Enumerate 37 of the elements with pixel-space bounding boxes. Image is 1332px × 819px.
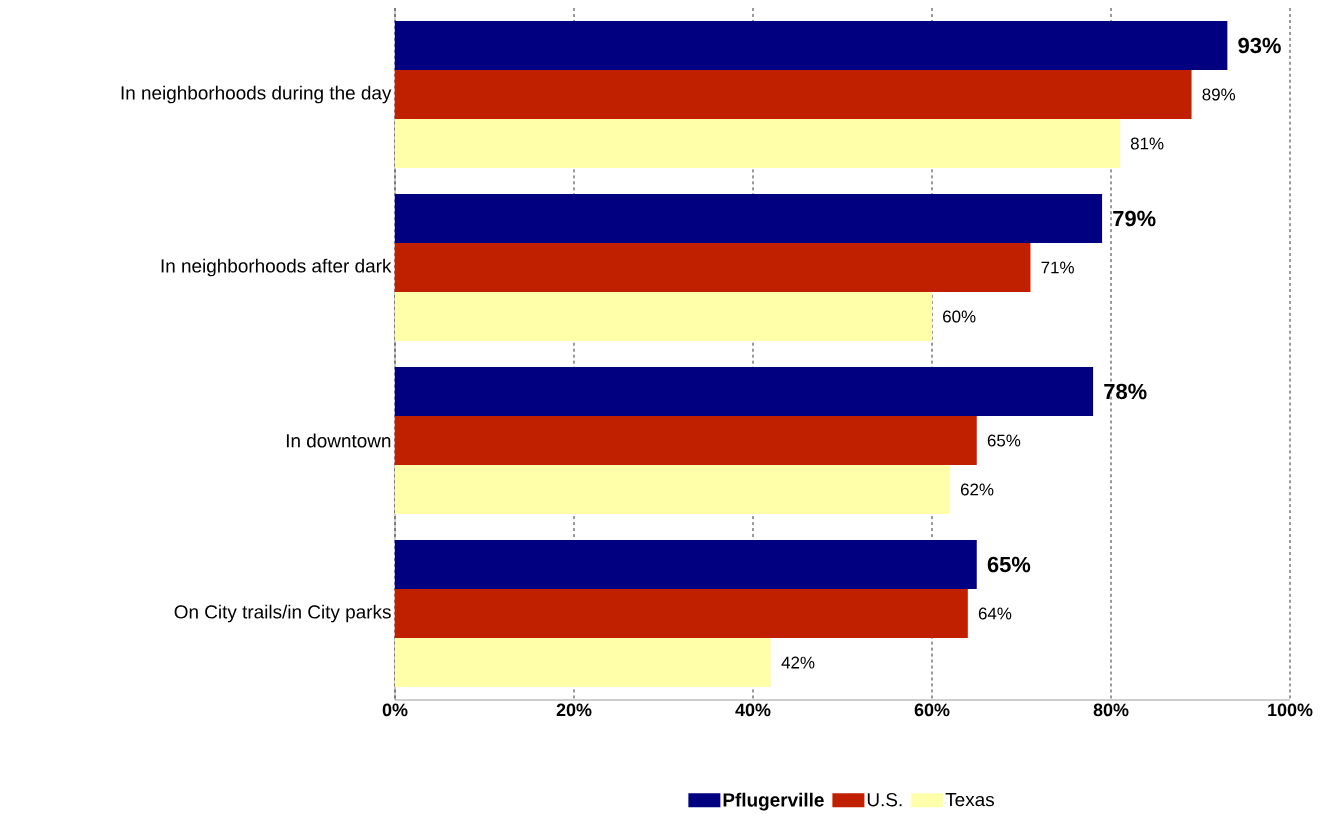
bar — [395, 20, 1228, 70]
x-tick-label: 20% — [556, 703, 592, 717]
bar — [395, 366, 1094, 416]
y-tick-label: In neighborhoods during the day — [121, 85, 392, 104]
data-label: 78% — [1104, 383, 1147, 400]
x-tick-label: 60% — [914, 703, 950, 717]
x-tick-label: 40% — [735, 703, 771, 717]
x-tick-label: 80% — [1093, 703, 1129, 717]
data-label: 60% — [943, 310, 976, 323]
bar — [395, 243, 1031, 293]
bar — [395, 589, 968, 639]
y-tick-label: On City trails/in City parks — [174, 604, 391, 623]
data-label: 89% — [1202, 88, 1236, 101]
y-tick-label: In downtown — [286, 433, 391, 448]
y-tick-label: In neighborhoods after dark — [161, 258, 392, 277]
bar — [395, 70, 1192, 120]
bar — [395, 416, 977, 466]
bar — [395, 292, 933, 342]
bar — [395, 119, 1120, 169]
bar — [395, 465, 950, 515]
data-label: 65% — [987, 434, 1021, 447]
bar — [395, 539, 977, 589]
bar — [395, 193, 1103, 243]
legend-label: Pflugerville — [723, 792, 824, 811]
legend-label: U.S. — [867, 793, 902, 807]
legend-label: Texas — [945, 793, 994, 807]
data-label: 62% — [960, 483, 994, 496]
data-label: 79% — [1113, 210, 1156, 227]
x-tick-label: 0% — [382, 703, 408, 717]
data-label: 93% — [1238, 37, 1281, 54]
data-label: 64% — [978, 607, 1012, 620]
bar — [395, 638, 771, 688]
data-label: 71% — [1041, 261, 1074, 274]
data-label: 81% — [1130, 137, 1164, 150]
x-tick-label: 100% — [1268, 703, 1313, 717]
data-label: 65% — [987, 556, 1031, 573]
data-label: 42% — [781, 656, 815, 669]
